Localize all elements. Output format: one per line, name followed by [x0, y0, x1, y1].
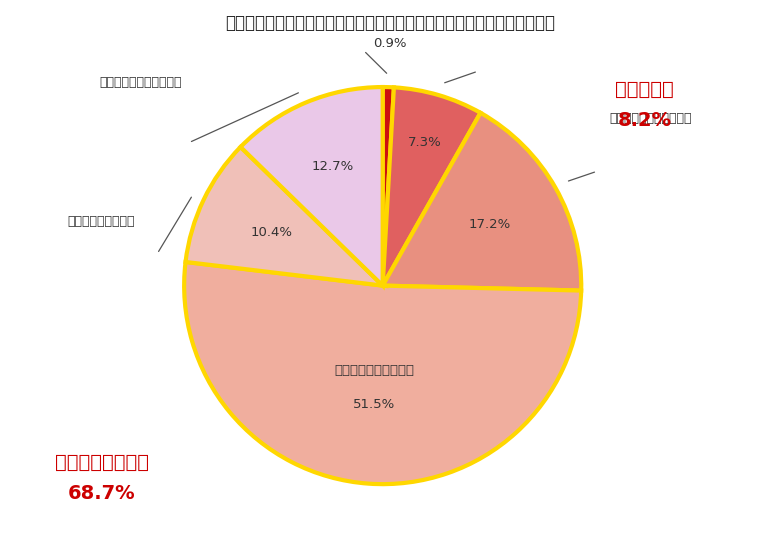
Text: 17.2%: 17.2% — [469, 218, 511, 231]
Text: 全くしたいと思わない: 全くしたいと思わない — [335, 364, 415, 377]
Text: どちらとも言えない: どちらとも言えない — [67, 215, 134, 228]
Text: あなたは、ライドシェアの仕事をしてみたいと思いますか。（単一回答）: あなたは、ライドシェアの仕事をしてみたいと思いますか。（単一回答） — [226, 14, 555, 32]
Text: 8.2%: 8.2% — [617, 111, 672, 130]
Wedge shape — [383, 113, 581, 291]
Text: あまりしたいと思わない: あまりしたいと思わない — [609, 112, 692, 125]
Wedge shape — [241, 87, 383, 286]
Text: してみたい: してみたい — [615, 80, 674, 99]
Text: 10.4%: 10.4% — [251, 226, 293, 239]
Text: 68.7%: 68.7% — [68, 484, 135, 503]
Text: 7.3%: 7.3% — [408, 136, 441, 149]
Wedge shape — [184, 262, 581, 484]
Wedge shape — [383, 87, 394, 286]
Text: 運転免許がなくできない: 運転免許がなくできない — [99, 76, 182, 89]
Text: 12.7%: 12.7% — [312, 160, 354, 173]
Wedge shape — [383, 87, 480, 286]
Text: したいと思わない: したいと思わない — [55, 452, 148, 472]
Text: 0.9%: 0.9% — [373, 37, 406, 50]
Text: 51.5%: 51.5% — [353, 398, 395, 411]
Wedge shape — [186, 147, 383, 286]
